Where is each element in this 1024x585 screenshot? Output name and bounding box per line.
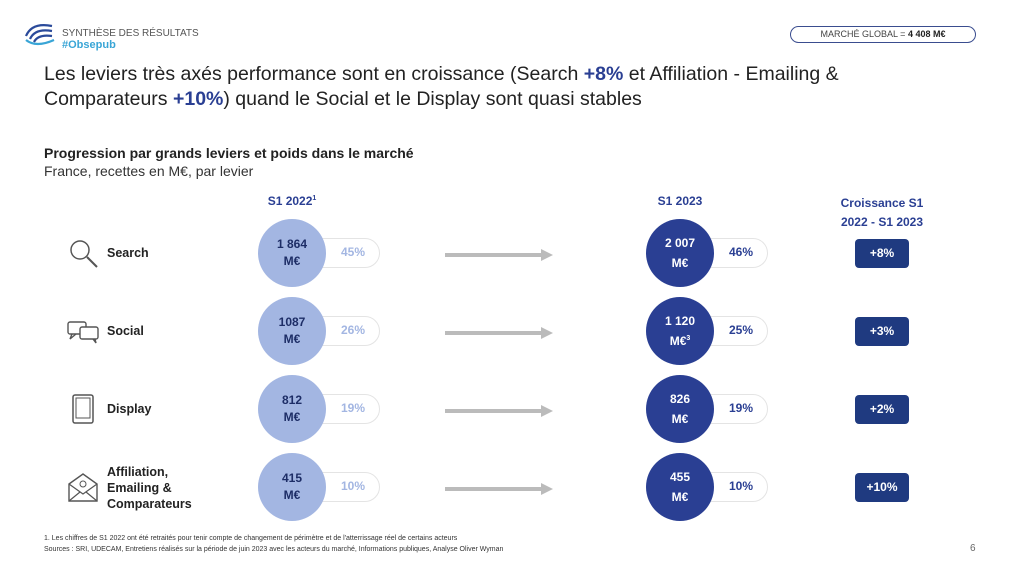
value-2023-bubble: 2 007 M€ <box>646 219 714 287</box>
arrow-icon <box>445 405 553 417</box>
arrow-icon <box>445 483 553 495</box>
growth-badge: +3% <box>855 317 909 346</box>
lever-label: Display <box>107 402 152 416</box>
title-highlight: +8% <box>583 63 624 85</box>
email-icon <box>68 473 98 502</box>
col-header-growth: Croissance S1 2022 - S1 2023 <box>840 196 924 229</box>
title-text: ) quand le Social et le Display sont qua… <box>223 88 642 110</box>
title-highlight: +10% <box>172 88 224 110</box>
chat-icon <box>67 321 99 344</box>
lever-row: Search 45% 1 864 M€ 46% 2 007 M€ +8% <box>0 214 1024 292</box>
chart-subtitle: France, recettes en M€, par levier <box>44 163 254 179</box>
lever-row: Social 26% 1087 M€ 25% 1 120 M€3 +3% <box>0 292 1024 370</box>
value-2023-bubble: 455 M€ <box>646 453 714 521</box>
page-number: 6 <box>970 543 976 554</box>
section-label: SYNTHÈSE DES RÉSULTATS <box>62 28 199 39</box>
growth-badge: +8% <box>855 239 909 268</box>
hashtag: #Obsepub <box>62 39 116 51</box>
lever-label: Social <box>107 324 144 338</box>
title-text: et Affiliation - Emailing & Comparateurs <box>44 63 839 110</box>
sources: Sources : SRI, UDECAM, Entretiens réalis… <box>44 546 504 553</box>
title-text: Les leviers très axés performance sont e… <box>44 63 584 85</box>
value-2023-bubble: 1 120 M€3 <box>646 297 714 365</box>
growth-badge: +2% <box>855 395 909 424</box>
value-2023-bubble: 826 M€ <box>646 375 714 443</box>
value-2022-bubble: 1 864 M€ <box>258 219 326 287</box>
value-2022-bubble: 812 M€ <box>258 375 326 443</box>
market-total-badge: MARCHÉ GLOBAL = 4 408 M€ <box>790 26 976 43</box>
col-header-2023: S1 2023 <box>657 194 703 208</box>
lever-label: Affiliation, Emailing & Comparateurs <box>107 465 192 511</box>
page-title: Les leviers très axés performance sont e… <box>44 62 944 112</box>
arrow-icon <box>445 327 553 339</box>
obsepub-logo <box>24 24 55 46</box>
arrow-icon <box>445 249 553 261</box>
market-label: MARCHÉ GLOBAL = <box>820 29 908 39</box>
search-icon <box>70 240 98 268</box>
lever-label: Search <box>107 246 149 260</box>
lever-row: Affiliation, Emailing & Comparateurs 10%… <box>0 448 1024 526</box>
market-value: 4 408 M€ <box>907 29 946 39</box>
growth-badge: +10% <box>855 473 909 502</box>
value-2022-bubble: 1087 M€ <box>258 297 326 365</box>
tablet-icon <box>72 394 94 424</box>
value-2022-bubble: 415 M€ <box>258 453 326 521</box>
col-header-2022: S1 20221 <box>267 194 317 208</box>
chart-title: Progression par grands leviers et poids … <box>44 145 414 161</box>
lever-row: Display 19% 812 M€ 19% 826 M€ +2% <box>0 370 1024 448</box>
footnote: 1. Les chiffres de S1 2022 ont été retra… <box>44 535 458 542</box>
